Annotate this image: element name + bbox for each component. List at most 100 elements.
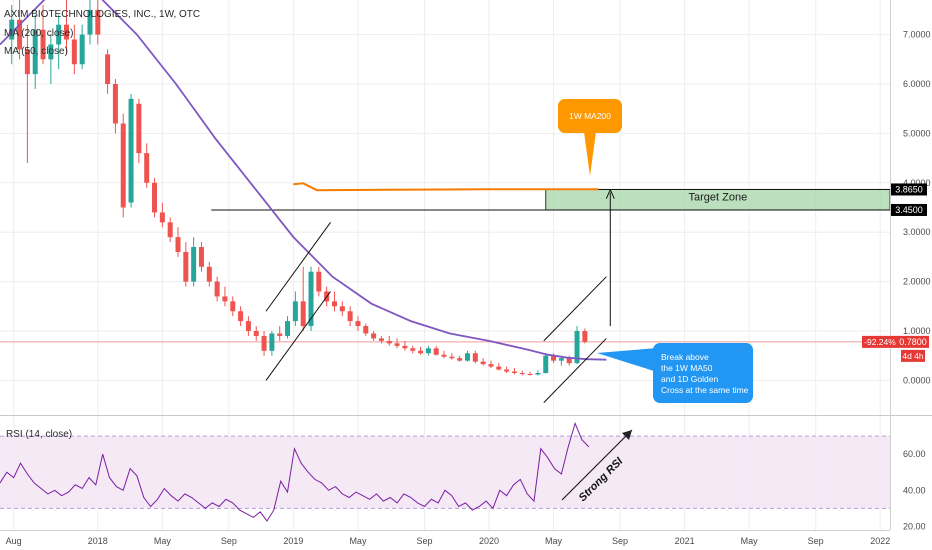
candle-body [371,333,377,339]
break-callout-pointer [597,348,657,372]
candle-body [566,358,572,364]
candle-body [48,44,54,60]
candle-body [582,331,588,342]
time-axis[interactable]: Aug 2018 May Sep 2019 May Sep 2020 May Sep 2021 May… [6,536,891,546]
price-tick-label: 0.0000 [903,375,931,385]
candle-body [504,369,510,372]
candle-body [363,326,369,334]
candle-body [480,361,486,365]
candles-layer [9,0,588,376]
time-tick-label: 2018 [88,536,108,546]
candle-body [269,333,275,351]
time-tick-label: 2019 [283,536,303,546]
candle-body [245,321,251,332]
ma200-callout-pointer [584,132,596,176]
break-callout: Break above the 1W MA50 and 1D Golden Cr… [597,343,753,403]
candle-body [574,331,580,364]
target-bottom-badge: 3.4500 [891,203,927,216]
countdown-text: 4d 4h [902,351,924,361]
price-tick-label: 1.0000 [903,326,931,336]
target-bottom-badge-box [891,203,927,216]
candle-body [175,237,181,252]
channel-line [265,222,331,312]
candle-body [40,29,46,60]
candle-body [79,34,85,65]
candle-body [519,373,525,375]
candle-body [347,311,353,322]
candle-body [24,49,30,75]
countdown-box [901,349,925,362]
time-tick-label: Aug [6,536,22,546]
candle-body [425,348,431,354]
candle-body [159,212,165,223]
candle-body [222,296,228,302]
candle-body [535,373,541,375]
time-tick-label: 2020 [479,536,499,546]
candle-body [339,306,345,312]
target-top-badge: 3.8650 [891,183,927,196]
candle-body [128,98,134,203]
time-tick-label: May [741,536,759,546]
candle-body [472,353,478,362]
candle-body [441,354,447,357]
time-tick-label: May [349,536,367,546]
candle-body [95,9,101,35]
ma200-callout-box [558,99,622,133]
time-tick-label: May [545,536,563,546]
candle-body [112,83,118,124]
candle-body [136,103,142,154]
channel-line [543,338,607,403]
candle-body [527,373,533,375]
pct-change-box [862,335,898,348]
candle-body [64,24,70,40]
candle-body [355,321,361,327]
break-callout-box [653,343,753,403]
candle-body [394,343,400,346]
candle-body [144,153,150,183]
rsi-legend: RSI (14, close) [6,429,72,440]
candle-body [206,266,212,282]
target-arrow-head [605,189,615,199]
candle-body [386,340,392,344]
rsi-axis[interactable]: 20.00 40.00 60.00 [903,449,926,531]
break-callout-line-1: Break above [661,352,709,362]
ma200-legend: MA (200, close) [4,28,73,39]
candle-body [152,182,158,213]
candle-body [511,371,517,374]
candle-body [167,222,173,238]
break-callout-line-4: Cross at the same time [661,385,749,395]
price-axis[interactable]: 0.0000 1.0000 2.0000 3.0000 4.0000 5.0000 6.00… [903,30,931,386]
candle-body [558,358,564,361]
time-tick-label: 2022 [870,536,890,546]
ma200-callout-text: 1W MA200 [569,111,611,121]
rsi-line [0,421,590,522]
candle-body [230,301,236,312]
candle-body [277,333,283,336]
candle-body [285,321,291,336]
channel-line [543,276,607,342]
candle-body [551,355,557,361]
channel-line [265,291,331,381]
price-tick-label: 7.0000 [903,30,931,40]
time-tick-label: May [154,536,172,546]
ma50-line [0,0,607,361]
candle-body [410,348,416,351]
ma200-callout: 1W MA200 [558,99,622,176]
candle-body [238,311,244,322]
time-tick-label: 2021 [675,536,695,546]
candle-body [378,338,384,341]
time-tick-label: Sep [808,536,824,546]
candle-body [261,335,267,351]
candle-body [449,356,455,359]
candle-body [300,301,306,327]
time-tick-label: Sep [416,536,432,546]
last-price-badge: -92.24% 0.7800 4d 4h [862,335,929,362]
last-price-box [897,335,929,348]
candle-body [120,123,126,208]
target-zone-label: Target Zone [689,191,748,203]
candle-body [198,247,204,267]
candle-body [9,19,15,40]
candle-body [402,345,408,349]
ma50-legend: MA (50, close) [4,46,68,57]
